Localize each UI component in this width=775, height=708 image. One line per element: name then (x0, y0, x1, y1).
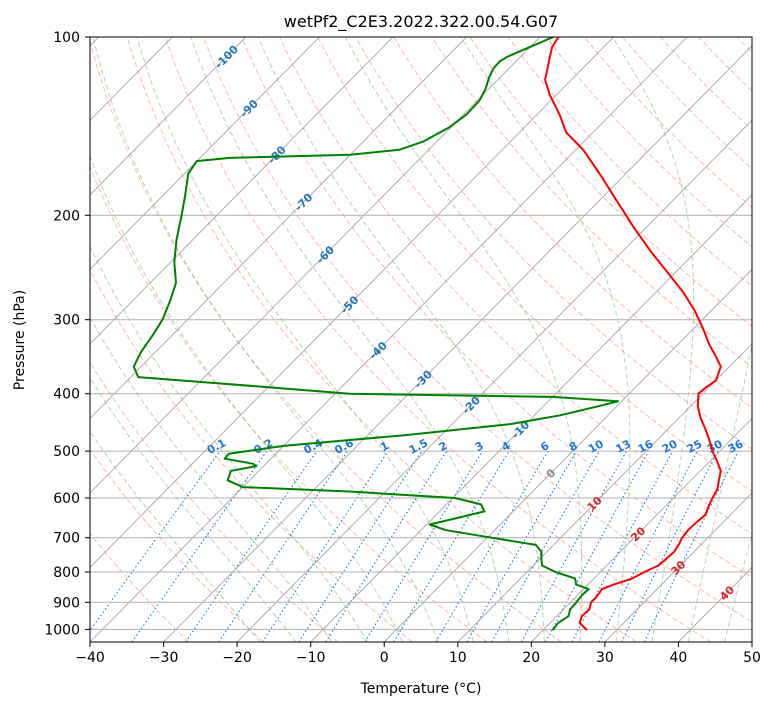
mixing-ratio-line (364, 450, 484, 642)
dry-adiabat-line (431, 37, 752, 368)
isotherm-line (530, 417, 752, 642)
x-tick-label: 0 (380, 650, 389, 666)
y-tick-label: 400 (53, 387, 80, 403)
moist-adiabat-line (687, 341, 752, 642)
dry-adiabat-line (507, 37, 752, 287)
isotherm-line (90, 37, 467, 420)
mixing-ratio-line (466, 450, 577, 642)
x-tick-label: 20 (522, 650, 540, 666)
dry-adiabat-line (545, 37, 752, 248)
isotherm-line (90, 37, 541, 494)
x-tick-label: −10 (296, 650, 326, 666)
y-axis-title: Pressure (hPa) (12, 290, 28, 390)
dry-adiabat-line (317, 37, 752, 492)
moist-adiabat-line (90, 316, 333, 642)
dry-adiabat-line (393, 37, 752, 409)
x-tick-label: 30 (596, 650, 614, 666)
dry-adiabat-line (90, 361, 339, 642)
isotherm-line (90, 37, 320, 271)
moist-adiabat-line (724, 531, 752, 642)
isotherm-line (383, 268, 752, 642)
mixing-ratio-line (90, 450, 221, 632)
moist-adiabat-line (90, 376, 297, 642)
mixing-ratio-line (545, 450, 650, 642)
y-tick-label: 600 (53, 491, 80, 507)
x-tick-label: 10 (449, 650, 467, 666)
isotherm-line (90, 37, 247, 196)
dry-adiabat-line (126, 37, 637, 642)
mixing-ratio-label: 13 (614, 437, 634, 456)
mixing-ratio-line (521, 450, 627, 642)
isotherm-line (163, 45, 752, 642)
moist-adiabat-line (136, 37, 474, 642)
moist-adiabat-line (611, 37, 695, 642)
y-tick-label: 700 (53, 531, 80, 547)
mixing-ratio-label: 36 (726, 437, 746, 456)
y-tick-label: 300 (53, 313, 80, 329)
dry-adiabat-line (164, 37, 712, 642)
mixing-ratio-line (131, 450, 268, 642)
chart-title: wetPf2_C2E3.2022.322.00.54.G07 (284, 12, 558, 32)
isotherm-line (90, 37, 394, 345)
profile-lines (132, 37, 722, 631)
isotherm-line (604, 492, 752, 642)
dry-adiabat-line (202, 37, 752, 623)
mixing-ratio-line (185, 450, 318, 642)
y-tick-label: 1000 (44, 622, 80, 638)
dry-adiabat-line (241, 37, 752, 579)
mixing-ratio-line (435, 450, 549, 642)
mixing-ratio-line (393, 450, 510, 642)
plot-frame (89, 36, 753, 643)
isotherm-line (90, 37, 614, 569)
moist-adiabat-line (460, 37, 631, 642)
isotherm-line (90, 37, 688, 642)
y-tick-label: 500 (53, 444, 80, 460)
x-tick-label: 50 (743, 650, 761, 666)
y-tick-label: 900 (53, 595, 80, 611)
dewpoint-profile-line (132, 37, 620, 631)
isotherm-line (457, 343, 752, 642)
moist-adiabat-line (257, 37, 545, 642)
mixing-ratio-label: 20 (660, 437, 680, 456)
dry-adiabat-line (90, 532, 190, 642)
x-tick-label: 40 (669, 650, 687, 666)
mixing-ratio-line (643, 450, 740, 642)
isotherm-line (310, 194, 752, 642)
axes: −40 −30 −20 −10 0 10 20 30 40 50 100 200 300 400 500 60… (44, 30, 761, 666)
moist-adiabat-line (190, 37, 510, 642)
background-lines (90, 37, 752, 642)
x-tick-label: −30 (149, 650, 179, 666)
y-tick-label: 800 (53, 565, 80, 581)
y-tick-label: 200 (53, 208, 80, 224)
dry-adiabat-line (279, 37, 752, 535)
mixing-ratio-line (325, 450, 447, 642)
temperature-profile-line (544, 37, 722, 631)
x-tick-label: −40 (75, 650, 105, 666)
x-axis-title: Temperature (°C) (360, 681, 482, 697)
mixing-ratio-line (491, 450, 600, 642)
isotherm-line (236, 119, 752, 642)
mixing-ratio-label: 16 (636, 437, 656, 456)
x-tick-label: −20 (222, 650, 252, 666)
moist-adiabat-line (92, 37, 439, 642)
dry-adiabat-line (90, 165, 488, 642)
mixing-ratio-label: 10 (586, 437, 606, 456)
mixing-ratio-label: 25 (685, 437, 705, 456)
dry-adiabat-line (622, 37, 752, 170)
mixing-ratio-line (298, 450, 423, 642)
moist-adiabat-line (90, 430, 261, 642)
moist-adiabat-line (90, 154, 404, 642)
y-tick-label: 100 (53, 30, 80, 46)
